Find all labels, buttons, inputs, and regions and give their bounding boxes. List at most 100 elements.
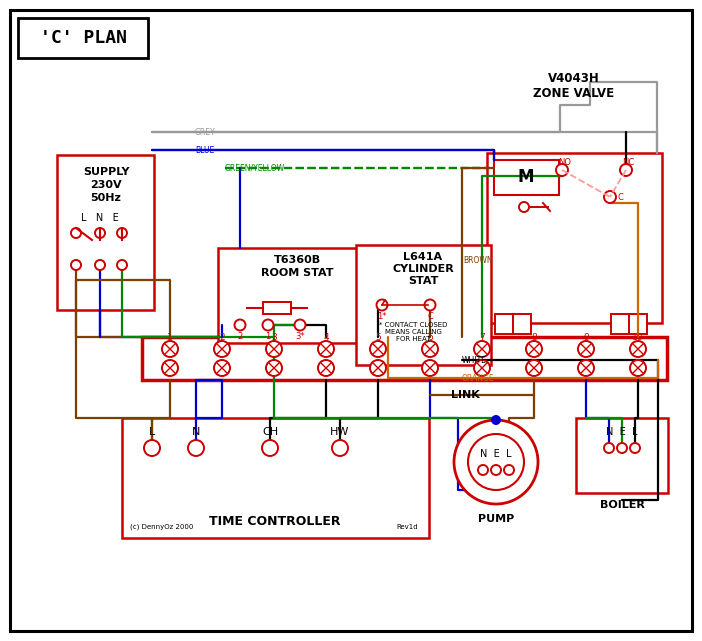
Text: N  E  L: N E L [607, 427, 637, 437]
Bar [122, 418, 429, 538]
Text: BOILER: BOILER [600, 500, 644, 510]
Circle shape [262, 440, 278, 456]
Circle shape [617, 443, 627, 453]
Circle shape [556, 164, 568, 176]
Text: 2: 2 [237, 332, 243, 341]
Bar [576, 418, 668, 493]
Circle shape [526, 360, 542, 376]
Circle shape [422, 360, 438, 376]
Text: HW: HW [331, 427, 350, 437]
Circle shape [162, 341, 178, 357]
Bar [18, 18, 148, 58]
Circle shape [504, 465, 514, 475]
Text: 4: 4 [323, 333, 329, 342]
Circle shape [71, 228, 81, 238]
Circle shape [214, 341, 230, 357]
Circle shape [474, 341, 490, 357]
Text: N  E  L: N E L [480, 449, 512, 459]
Text: CH: CH [262, 427, 278, 437]
Circle shape [491, 465, 501, 475]
Bar [494, 160, 559, 195]
Text: NO: NO [558, 158, 571, 167]
Text: T6360B: T6360B [274, 255, 321, 265]
Text: PUMP: PUMP [478, 514, 514, 524]
Text: STAT: STAT [408, 276, 438, 286]
Circle shape [474, 360, 490, 376]
Circle shape [162, 360, 178, 376]
Text: 3*: 3* [295, 332, 305, 341]
Circle shape [492, 416, 500, 424]
Circle shape [578, 341, 594, 357]
Text: GREY: GREY [195, 128, 216, 137]
Circle shape [144, 440, 160, 456]
Text: BLUE: BLUE [195, 146, 214, 154]
Text: C: C [618, 192, 624, 201]
Circle shape [604, 191, 616, 203]
Circle shape [95, 260, 105, 270]
Circle shape [630, 341, 646, 357]
Circle shape [332, 440, 348, 456]
Circle shape [376, 299, 388, 310]
Circle shape [578, 360, 594, 376]
Bar [142, 337, 667, 380]
Circle shape [318, 360, 334, 376]
Circle shape [468, 434, 524, 490]
Text: 1: 1 [167, 333, 173, 342]
Text: 'C' PLAN: 'C' PLAN [39, 29, 126, 47]
Circle shape [630, 443, 640, 453]
Circle shape [117, 260, 127, 270]
Bar [57, 155, 154, 310]
Circle shape [117, 228, 127, 238]
Text: GREEN/YELLOW: GREEN/YELLOW [225, 163, 285, 172]
Text: ORANGE: ORANGE [462, 374, 495, 383]
Text: N: N [192, 427, 200, 437]
Text: 50Hz: 50Hz [91, 193, 121, 203]
Bar [218, 248, 376, 343]
Circle shape [95, 228, 105, 238]
Circle shape [295, 319, 305, 331]
Text: WHITE: WHITE [462, 356, 487, 365]
Text: SUPPLY: SUPPLY [83, 167, 129, 177]
Circle shape [234, 319, 246, 331]
Circle shape [425, 299, 435, 310]
Circle shape [620, 164, 632, 176]
Text: 9: 9 [583, 333, 589, 342]
Text: (c) DennyOz 2000: (c) DennyOz 2000 [130, 524, 193, 530]
Text: 5: 5 [375, 333, 381, 342]
Bar [356, 245, 491, 365]
Circle shape [604, 443, 614, 453]
Circle shape [318, 341, 334, 357]
Text: 2: 2 [219, 333, 225, 342]
Circle shape [422, 341, 438, 357]
Circle shape [71, 260, 81, 270]
Text: LINK: LINK [451, 390, 479, 400]
Text: BROWN: BROWN [463, 256, 493, 265]
Text: C: C [427, 312, 433, 321]
Text: M: M [518, 168, 534, 186]
Circle shape [454, 420, 538, 504]
Text: 7: 7 [479, 333, 485, 342]
Text: L641A: L641A [404, 252, 442, 262]
Bar [629, 314, 647, 334]
Text: 10: 10 [633, 333, 644, 342]
Text: CYLINDER: CYLINDER [392, 264, 454, 274]
Circle shape [370, 360, 386, 376]
Text: * CONTACT CLOSED
MEANS CALLING
FOR HEAT: * CONTACT CLOSED MEANS CALLING FOR HEAT [379, 322, 447, 342]
Text: 6: 6 [427, 333, 433, 342]
Text: 3: 3 [271, 333, 277, 342]
Circle shape [370, 341, 386, 357]
Circle shape [526, 341, 542, 357]
Bar [513, 314, 531, 334]
Text: Rev1d: Rev1d [397, 524, 418, 530]
Bar [263, 302, 291, 314]
Circle shape [214, 360, 230, 376]
Circle shape [478, 465, 488, 475]
Text: L   N   E: L N E [81, 213, 119, 223]
Bar [487, 153, 662, 323]
Text: 8: 8 [531, 333, 537, 342]
Bar [495, 314, 513, 334]
Text: 1*: 1* [377, 312, 387, 321]
Text: NC: NC [622, 158, 634, 167]
Text: TIME CONTROLLER: TIME CONTROLLER [209, 515, 340, 528]
Bar [611, 314, 629, 334]
